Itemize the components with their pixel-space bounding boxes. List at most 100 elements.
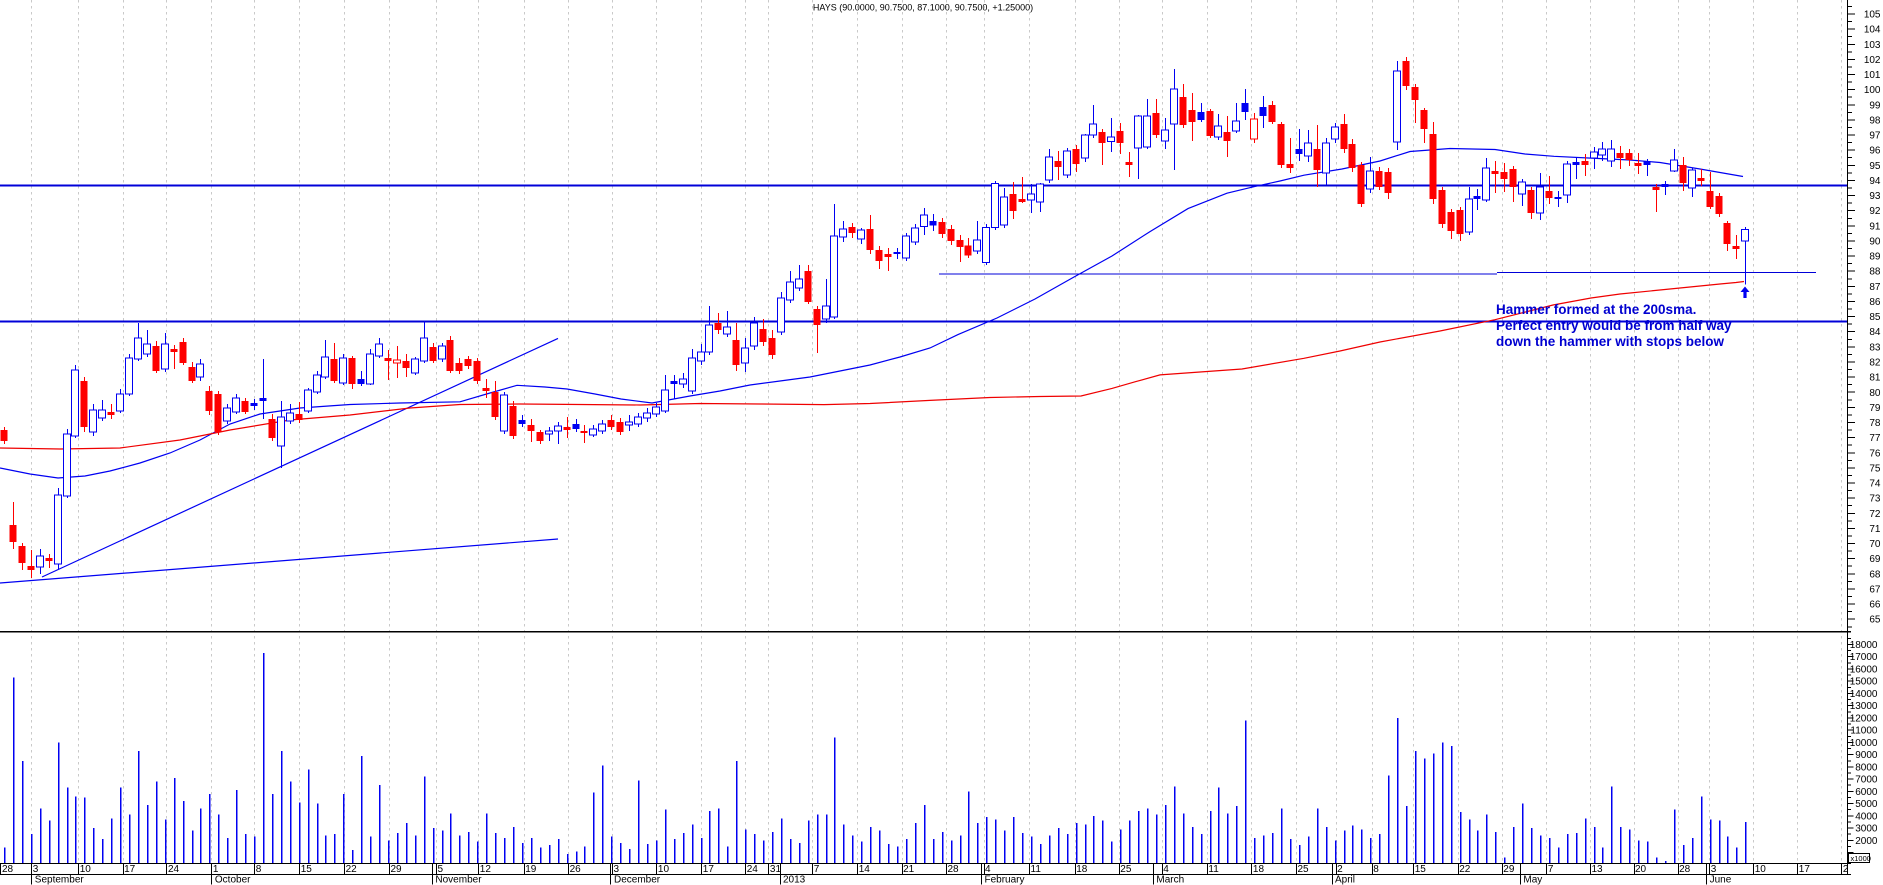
svg-text:13000: 13000 bbox=[1850, 701, 1878, 712]
svg-text:2: 2 bbox=[1337, 864, 1343, 875]
svg-text:8000: 8000 bbox=[1855, 762, 1878, 773]
svg-text:66: 66 bbox=[1869, 600, 1881, 611]
svg-text:4: 4 bbox=[1163, 864, 1169, 875]
svg-text:Perfect entry would be from ha: Perfect entry would be from half way bbox=[1496, 318, 1732, 333]
svg-text:11: 11 bbox=[1208, 864, 1219, 875]
svg-text:67: 67 bbox=[1869, 584, 1881, 595]
svg-text:May: May bbox=[1523, 875, 1542, 885]
svg-text:95: 95 bbox=[1869, 161, 1881, 172]
svg-text:97: 97 bbox=[1869, 131, 1881, 142]
svg-text:down the hammer with stops bel: down the hammer with stops below bbox=[1496, 334, 1725, 349]
svg-text:11: 11 bbox=[1031, 864, 1042, 875]
svg-text:98: 98 bbox=[1869, 115, 1881, 126]
svg-text:7: 7 bbox=[1548, 864, 1554, 875]
svg-text:17: 17 bbox=[124, 864, 136, 875]
svg-text:102: 102 bbox=[1864, 55, 1881, 66]
svg-text:24: 24 bbox=[168, 864, 180, 875]
svg-text:29: 29 bbox=[1503, 864, 1515, 875]
svg-text:93: 93 bbox=[1869, 191, 1881, 202]
svg-text:19: 19 bbox=[525, 864, 537, 875]
svg-text:29: 29 bbox=[391, 864, 403, 875]
svg-text:28: 28 bbox=[948, 864, 960, 875]
svg-text:10000: 10000 bbox=[1850, 738, 1878, 749]
svg-text:12: 12 bbox=[480, 864, 492, 875]
svg-text:20: 20 bbox=[1635, 864, 1647, 875]
svg-text:80: 80 bbox=[1869, 388, 1881, 399]
svg-text:5000: 5000 bbox=[1855, 799, 1878, 810]
svg-text:3: 3 bbox=[33, 864, 39, 875]
svg-text:89: 89 bbox=[1869, 252, 1881, 263]
svg-text:16000: 16000 bbox=[1850, 665, 1878, 676]
svg-text:13: 13 bbox=[1592, 864, 1604, 875]
svg-text:HAYS (90.0000, 90.7500, 87.100: HAYS (90.0000, 90.7500, 87.1000, 90.7500… bbox=[813, 2, 1033, 12]
svg-text:10: 10 bbox=[658, 864, 670, 875]
svg-text:71: 71 bbox=[1869, 524, 1881, 535]
svg-text:17: 17 bbox=[703, 864, 715, 875]
svg-text:73: 73 bbox=[1869, 494, 1881, 505]
svg-text:103: 103 bbox=[1864, 40, 1881, 51]
svg-text:25: 25 bbox=[1120, 864, 1132, 875]
svg-text:10: 10 bbox=[80, 864, 92, 875]
svg-text:90: 90 bbox=[1869, 237, 1881, 248]
svg-text:31: 31 bbox=[770, 864, 782, 875]
svg-text:October: October bbox=[215, 875, 251, 885]
svg-text:8: 8 bbox=[256, 864, 262, 875]
svg-text:2: 2 bbox=[1843, 864, 1849, 875]
svg-text:86: 86 bbox=[1869, 297, 1881, 308]
svg-text:Hammer formed at the 200sma.: Hammer formed at the 200sma. bbox=[1496, 302, 1696, 317]
svg-text:68: 68 bbox=[1869, 569, 1881, 580]
svg-text:85: 85 bbox=[1869, 312, 1881, 323]
svg-text:3: 3 bbox=[1711, 864, 1717, 875]
svg-text:September: September bbox=[35, 875, 85, 885]
svg-text:February: February bbox=[985, 875, 1025, 885]
svg-text:78: 78 bbox=[1869, 418, 1881, 429]
svg-text:6000: 6000 bbox=[1855, 787, 1878, 798]
svg-text:3000: 3000 bbox=[1855, 824, 1878, 835]
svg-text:72: 72 bbox=[1869, 509, 1881, 520]
svg-text:11000: 11000 bbox=[1850, 726, 1878, 737]
svg-text:22: 22 bbox=[1459, 864, 1471, 875]
svg-text:101: 101 bbox=[1864, 70, 1881, 81]
svg-text:14000: 14000 bbox=[1850, 689, 1878, 700]
svg-text:1: 1 bbox=[213, 864, 219, 875]
svg-text:105: 105 bbox=[1864, 10, 1881, 21]
svg-text:7: 7 bbox=[814, 864, 820, 875]
svg-text:28: 28 bbox=[1679, 864, 1691, 875]
svg-text:65: 65 bbox=[1869, 615, 1881, 626]
svg-text:7000: 7000 bbox=[1855, 775, 1878, 786]
svg-text:94: 94 bbox=[1869, 176, 1881, 187]
svg-text:17: 17 bbox=[1799, 864, 1811, 875]
svg-text:x1000: x1000 bbox=[1851, 854, 1871, 863]
svg-text:14: 14 bbox=[859, 864, 871, 875]
svg-text:96: 96 bbox=[1869, 146, 1881, 157]
svg-text:18000: 18000 bbox=[1850, 640, 1878, 651]
svg-text:5: 5 bbox=[438, 864, 444, 875]
svg-text:4: 4 bbox=[985, 864, 991, 875]
svg-text:22: 22 bbox=[346, 864, 358, 875]
svg-text:24: 24 bbox=[747, 864, 759, 875]
svg-text:12000: 12000 bbox=[1850, 713, 1878, 724]
svg-text:10: 10 bbox=[1755, 864, 1767, 875]
svg-text:18: 18 bbox=[1253, 864, 1265, 875]
svg-text:100: 100 bbox=[1864, 85, 1881, 96]
svg-text:December: December bbox=[614, 875, 661, 885]
svg-text:21: 21 bbox=[903, 864, 915, 875]
svg-text:91: 91 bbox=[1869, 221, 1881, 232]
svg-text:15: 15 bbox=[301, 864, 313, 875]
svg-text:69: 69 bbox=[1869, 554, 1881, 565]
svg-text:26: 26 bbox=[570, 864, 582, 875]
svg-text:82: 82 bbox=[1869, 358, 1881, 369]
svg-text:2013: 2013 bbox=[783, 875, 806, 885]
svg-text:81: 81 bbox=[1869, 373, 1881, 384]
svg-text:70: 70 bbox=[1869, 539, 1881, 550]
svg-text:4000: 4000 bbox=[1855, 811, 1878, 822]
svg-text:74: 74 bbox=[1869, 479, 1881, 490]
svg-text:2000: 2000 bbox=[1855, 836, 1878, 847]
svg-text:8: 8 bbox=[1373, 864, 1379, 875]
svg-text:99: 99 bbox=[1869, 100, 1881, 111]
svg-text:3: 3 bbox=[614, 864, 620, 875]
svg-text:June: June bbox=[1710, 875, 1732, 885]
svg-text:25: 25 bbox=[1298, 864, 1310, 875]
svg-text:88: 88 bbox=[1869, 267, 1881, 278]
svg-text:March: March bbox=[1156, 875, 1184, 885]
